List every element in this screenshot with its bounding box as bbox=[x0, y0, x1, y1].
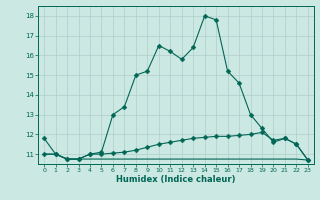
X-axis label: Humidex (Indice chaleur): Humidex (Indice chaleur) bbox=[116, 175, 236, 184]
